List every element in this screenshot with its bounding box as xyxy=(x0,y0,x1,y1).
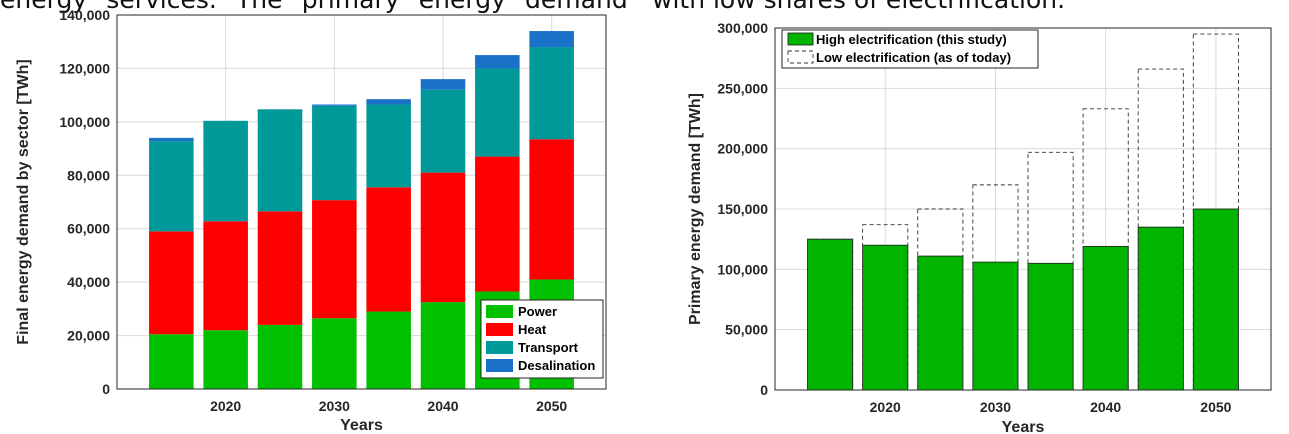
bar-transport-2025 xyxy=(257,109,303,212)
y-tick-label: 40,000 xyxy=(67,274,110,290)
x-axis-label: Years xyxy=(1002,419,1045,434)
y-axis-label: Primary energy demand [TWh] xyxy=(687,93,704,325)
bar-transport-2050 xyxy=(529,47,574,140)
bar-desalination-2035 xyxy=(366,99,411,105)
bar-heat-2035 xyxy=(366,187,411,312)
bar-high-electrification-2015 xyxy=(807,238,854,391)
bar-desalination-2050 xyxy=(529,31,574,48)
legend-label-power: Power xyxy=(518,304,557,319)
bar-heat-2025 xyxy=(257,211,303,325)
x-tick-label: 2030 xyxy=(980,399,1011,415)
bar-high-electrification-2025 xyxy=(917,255,964,391)
bar-heat-2020 xyxy=(203,221,248,331)
final-energy-chart: 0 20,000 40,000 60,000 80,000 100,000 120,000 1… xyxy=(15,7,607,434)
bar-desalination-2015 xyxy=(149,137,194,142)
bar-heat-2015 xyxy=(149,231,194,335)
x-tick-label: 2040 xyxy=(1090,399,1121,415)
legend-swatch-high-electrification xyxy=(787,32,814,46)
bar-heat-2040 xyxy=(420,172,466,303)
legend-swatch-heat xyxy=(486,323,513,336)
bar-power-2025 xyxy=(257,324,303,389)
plot-frame xyxy=(116,14,607,390)
y-tick-label: 150,000 xyxy=(717,201,768,217)
bar-power-2015 xyxy=(149,334,194,389)
y-tick-label: 0 xyxy=(102,381,110,397)
y-tick-label: 0 xyxy=(760,382,768,398)
legend-label-heat: Heat xyxy=(518,322,547,337)
legend-label-transport: Transport xyxy=(518,340,579,355)
bar-heat-2050 xyxy=(529,139,574,280)
y-tick-label: 80,000 xyxy=(67,167,110,183)
bar-heat-2030 xyxy=(312,200,357,319)
bar-high-electrification-2035 xyxy=(1027,262,1074,391)
y-tick-label: 300,000 xyxy=(717,20,768,36)
legend-box xyxy=(781,29,1039,69)
bar-desalination-2030 xyxy=(312,104,357,106)
x-tick-label: 2050 xyxy=(1200,399,1231,415)
x-tick-label: 2020 xyxy=(870,399,901,415)
legend-label-high-electrification: High electrification (this study) xyxy=(816,32,1007,47)
bar-high-electrification-2030 xyxy=(972,261,1019,391)
legend-swatch-low-electrification xyxy=(787,50,814,64)
y-tick-label: 60,000 xyxy=(67,221,110,237)
y-tick-label: 20,000 xyxy=(67,328,110,344)
bar-transport-2030 xyxy=(312,105,357,201)
y-tick-label: 50,000 xyxy=(725,322,768,338)
legend-swatch-desalination xyxy=(486,359,513,372)
bar-desalination-2045 xyxy=(475,55,520,69)
bar-transport-2015 xyxy=(149,141,194,232)
bar-transport-2040 xyxy=(420,89,466,173)
y-tick-label: 100,000 xyxy=(59,114,110,130)
bar-high-electrification-2020 xyxy=(862,244,909,391)
legend-label-desalination: Desalination xyxy=(518,358,595,373)
y-tick-label: 100,000 xyxy=(717,261,768,277)
bar-transport-2045 xyxy=(475,68,520,157)
bar-power-2020 xyxy=(203,330,248,389)
bar-high-electrification-2045 xyxy=(1137,226,1184,391)
bar-power-2030 xyxy=(312,318,357,389)
bar-low-electrification-2030 xyxy=(972,184,1019,391)
legend-swatch-power xyxy=(486,305,513,318)
text-fragment-right: with low shares of electrification. xyxy=(652,0,1065,12)
y-tick-label: 200,000 xyxy=(717,141,768,157)
bar-low-electrification-2035 xyxy=(1027,151,1074,391)
primary-energy-chart: 0 50,000 100,000 150,000 200,000 250,000 300,0… xyxy=(687,20,1272,434)
bar-transport-2020 xyxy=(203,120,248,222)
bar-power-2035 xyxy=(366,311,411,389)
bar-power-2040 xyxy=(420,302,466,389)
legend-swatch-transport xyxy=(486,341,513,354)
bar-high-electrification-2040 xyxy=(1082,246,1129,391)
y-axis-label: Final energy demand by sector [TWh] xyxy=(15,59,32,344)
text-fragment-left: energy services. The primary energy dema… xyxy=(0,0,628,12)
x-tick-label: 2020 xyxy=(210,398,241,414)
x-axis-label: Years xyxy=(340,417,383,434)
legend-label-low-electrification: Low electrification (as of today) xyxy=(816,50,1011,65)
plot-frame xyxy=(774,27,1272,391)
y-tick-label: 120,000 xyxy=(59,60,110,76)
x-tick-label: 2040 xyxy=(427,398,458,414)
x-tick-label: 2050 xyxy=(536,398,567,414)
bar-transport-2035 xyxy=(366,104,411,188)
bar-desalination-2040 xyxy=(420,79,466,90)
y-tick-label: 140,000 xyxy=(59,7,110,23)
x-tick-label: 2030 xyxy=(319,398,350,414)
bar-heat-2045 xyxy=(475,156,520,292)
bar-low-electrification-2040 xyxy=(1082,108,1129,391)
y-tick-label: 250,000 xyxy=(717,80,768,96)
bar-high-electrification-2050 xyxy=(1192,208,1239,391)
